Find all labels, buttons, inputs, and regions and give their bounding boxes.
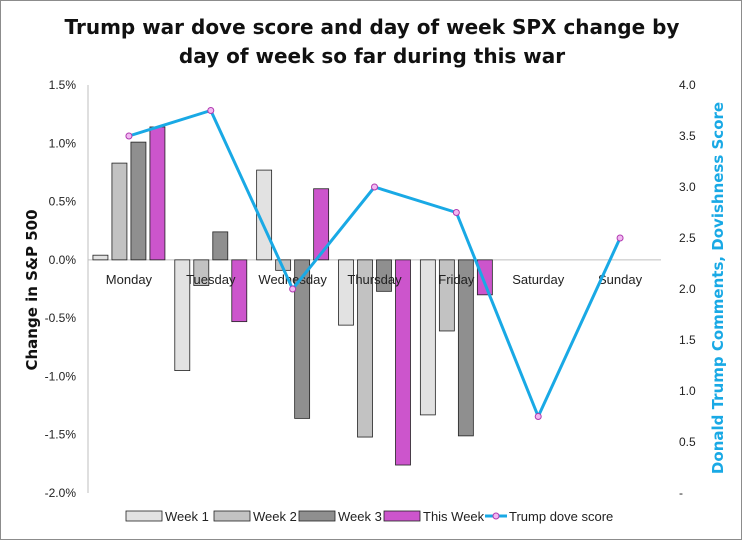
- y2-tick-label: 0.5: [679, 435, 696, 449]
- legend-label-week-2: Week 2: [253, 509, 297, 524]
- bar-this-week-wednesday: [313, 188, 330, 261]
- axes: 1.5% 1.0% 0.5% 0.0% -0.5% -1.0% -1.5% -2.0% 4.0 3…: [45, 78, 696, 500]
- y2-tick-label: 3.5: [679, 129, 696, 143]
- dove-score-point-saturday: [534, 413, 542, 420]
- bar-this-week-tuesday: [231, 259, 248, 323]
- y2-tick-label: 1.0: [679, 384, 696, 398]
- category-label-tuesday: Tuesday: [186, 272, 236, 287]
- bar-week-2-tuesday: [193, 259, 210, 286]
- bar-week-1-tuesday: [174, 259, 191, 372]
- y-tick-label: -0.5%: [45, 311, 77, 325]
- dove-score-point-sunday: [616, 234, 624, 242]
- category-label-saturday: Saturday: [512, 272, 565, 287]
- category-label-sunday: Sunday: [598, 272, 643, 287]
- y2-tick-label: 4.0: [679, 78, 696, 92]
- y-tick-label: -1.5%: [45, 428, 77, 442]
- y2-tick-label: -: [679, 486, 683, 500]
- dove-score-point-friday: [452, 209, 460, 216]
- legend-swatch-week-1: [125, 510, 163, 522]
- y2-tick-label: 3.0: [679, 180, 696, 194]
- dove-score-point-thursday: [371, 183, 378, 191]
- bar-series: [92, 126, 493, 466]
- bar-this-week-thursday: [395, 259, 411, 466]
- bar-week-2-thursday: [357, 259, 373, 438]
- legend-label-trump-dove-score: Trump dove score: [509, 509, 613, 524]
- bar-week-1-friday: [419, 259, 436, 416]
- dove-score-point-monday: [125, 132, 133, 140]
- y-tick-label: 1.5%: [49, 78, 77, 92]
- legend-line-marker: [492, 512, 500, 520]
- category-label-friday: Friday: [438, 272, 475, 287]
- dove-score-line: [125, 107, 624, 420]
- legend: Week 1 Week 2 Week 3 This Week Trump dove sc…: [125, 509, 613, 524]
- bar-this-week-monday: [149, 126, 166, 261]
- y-tick-label: 0.5%: [49, 195, 77, 209]
- bar-week-2-friday: [438, 259, 455, 332]
- y2-tick-label: 2.0: [679, 282, 696, 296]
- y-tick-label: -2.0%: [45, 486, 77, 500]
- category-labels: Monday Tuesday Wednesday Thursday Friday Satu…: [106, 272, 643, 287]
- y-tick-label: 0.0%: [49, 253, 77, 267]
- bar-week-1-thursday: [338, 259, 354, 326]
- legend-swatch-week-3: [298, 510, 336, 522]
- y-tick-label: 1.0%: [49, 136, 77, 150]
- secondary-y-axis-label: Donald Trump Comments, Dovishness Score: [709, 102, 727, 474]
- legend-label-this-week: This Week: [423, 509, 485, 524]
- bar-week-2-monday: [111, 162, 128, 261]
- chart-title-line-2: day of week so far during this war: [179, 44, 565, 68]
- y2-tick-label: 2.5: [679, 231, 696, 245]
- category-label-wednesday: Wednesday: [258, 272, 327, 287]
- y2-tick-label: 1.5: [679, 333, 696, 347]
- bar-week-3-tuesday: [212, 231, 229, 261]
- bar-week-3-friday: [457, 259, 474, 437]
- chart-title-line-1: Trump war dove score and day of week SPX…: [65, 15, 680, 39]
- legend-label-week-3: Week 3: [338, 509, 382, 524]
- bar-week-1-monday: [92, 254, 109, 261]
- bar-week-3-thursday: [376, 259, 392, 292]
- bar-week-3-monday: [130, 141, 147, 261]
- y-tick-label: -1.0%: [45, 369, 77, 383]
- dove-score-point-wednesday: [289, 285, 297, 293]
- category-label-thursday: Thursday: [347, 272, 402, 287]
- bar-this-week-friday: [476, 259, 493, 296]
- legend-label-week-1: Week 1: [165, 509, 209, 524]
- legend-swatch-this-week: [383, 510, 421, 522]
- dove-score-point-tuesday: [207, 107, 215, 114]
- bar-week-3-wednesday: [294, 259, 311, 419]
- category-label-monday: Monday: [106, 272, 153, 287]
- y-axis-label: Change in S&P 500: [23, 209, 41, 370]
- legend-swatch-week-2: [213, 510, 251, 522]
